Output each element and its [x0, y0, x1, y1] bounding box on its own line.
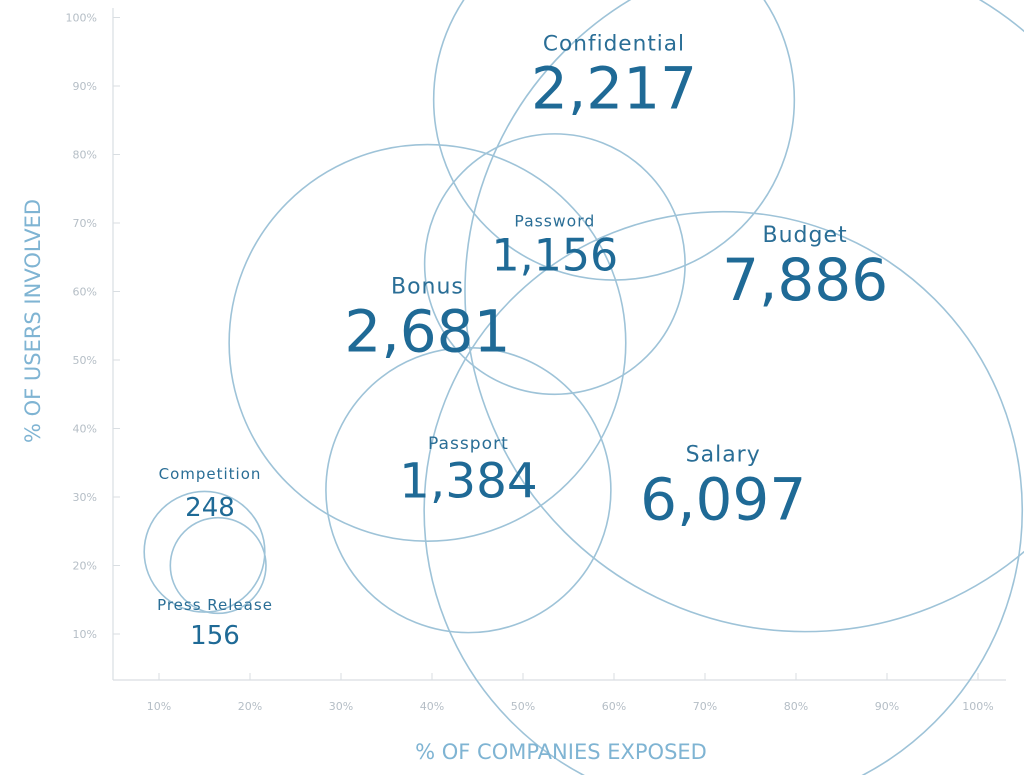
x-tick-label: 100%: [962, 700, 993, 713]
y-tick-label: 10%: [73, 628, 97, 641]
bubble-value: 2,217: [531, 54, 697, 122]
bubble-value: 1,384: [399, 453, 538, 509]
bubble-value: 6,097: [640, 465, 806, 533]
y-tick-label: 40%: [73, 423, 97, 436]
ticks: 10% 20% 30% 40% 50% 60% 70% 80% 90% 100% 10% 20% 30%…: [66, 12, 994, 714]
y-tick-label: 100%: [66, 12, 97, 25]
bubble-label: Press Release: [157, 596, 273, 614]
bubble-circle: [432, 0, 796, 281]
y-tick-label: 50%: [73, 354, 97, 367]
bubble-label: Password: [514, 212, 595, 230]
bubble-value: 2,681: [344, 298, 510, 366]
x-tick-label: 10%: [147, 700, 171, 713]
x-tick-label: 60%: [602, 700, 626, 713]
bubble-salary: [423, 210, 1023, 775]
x-tick-label: 30%: [329, 700, 353, 713]
bubble-circle: [228, 143, 627, 542]
bubble-passport: [325, 346, 612, 634]
bubble-circle: [423, 133, 686, 396]
bubble-value: 7,886: [722, 246, 888, 314]
bubble-confidential: [432, 0, 796, 281]
bubble-label: Confidential: [543, 31, 685, 56]
y-axis-title: % OF USERS INVOLVED: [21, 199, 45, 443]
bubble-value: 248: [185, 493, 235, 523]
bubble-label: Passport: [428, 434, 509, 454]
bubble-press-release: [169, 516, 267, 615]
bubble-circle: [423, 210, 1023, 775]
bubble-value: 156: [190, 621, 240, 651]
bubble-password: [423, 133, 686, 396]
bubble-label: Budget: [763, 223, 848, 248]
bubble-circle: [464, 0, 1024, 633]
x-tick-label: 80%: [784, 700, 808, 713]
x-tick-label: 50%: [511, 700, 535, 713]
y-tick-label: 70%: [73, 217, 97, 230]
y-tick-label: 80%: [73, 149, 97, 162]
x-tick-label: 40%: [420, 700, 444, 713]
y-tick-label: 20%: [73, 560, 97, 573]
bubble-label: Salary: [686, 442, 761, 467]
bubble-label: Bonus: [391, 275, 464, 300]
bubble-label: Competition: [159, 465, 262, 483]
bubble-circle: [325, 346, 612, 634]
x-tick-label: 90%: [875, 700, 899, 713]
y-tick-label: 60%: [73, 286, 97, 299]
bubble-value: 1,156: [491, 231, 618, 282]
bubble-circle: [169, 516, 267, 615]
bubble-budget: [464, 0, 1024, 633]
bubble-bonus: [228, 143, 627, 542]
axes: [112, 8, 1006, 681]
x-tick-label: 70%: [693, 700, 717, 713]
x-tick-label: 20%: [238, 700, 262, 713]
y-tick-label: 90%: [73, 80, 97, 93]
x-axis-title: % OF COMPANIES EXPOSED: [415, 740, 707, 764]
y-tick-label: 30%: [73, 491, 97, 504]
